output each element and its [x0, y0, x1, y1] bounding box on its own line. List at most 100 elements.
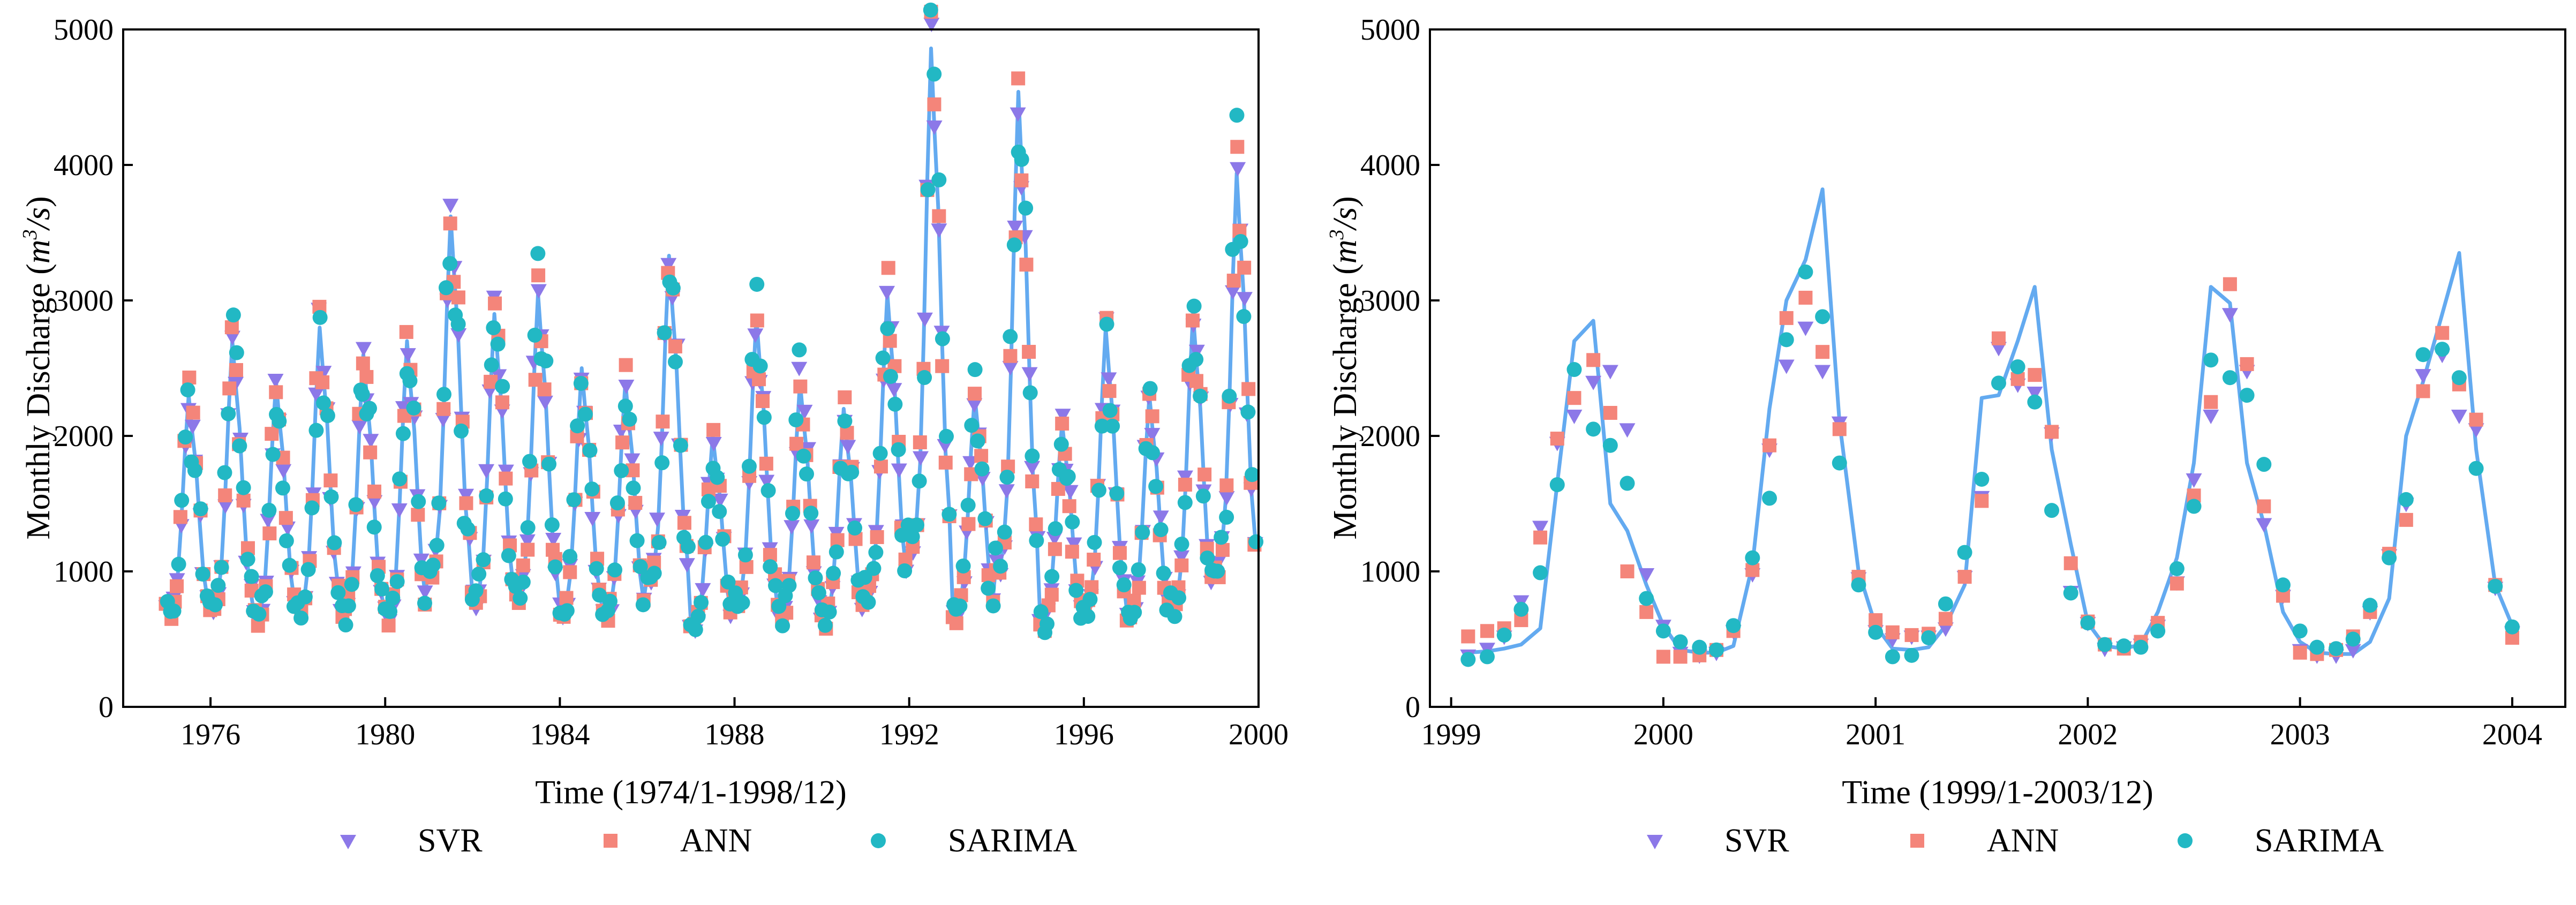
- panel-1-svr-point: [417, 585, 433, 600]
- panel-1-sarima-point: [429, 538, 445, 553]
- panel-2-svr-point: [1937, 622, 1954, 637]
- panel-2-ylabel-unit-sup: 3: [1325, 229, 1348, 240]
- panel-1-sarima-point: [1142, 381, 1158, 396]
- panel-1-svr-point: [519, 534, 536, 549]
- panel-1-svr-point: [966, 398, 983, 413]
- panel-1-x-tick-label: 1992: [879, 718, 939, 751]
- panel-2-ann-point: [2435, 326, 2450, 340]
- panel-2-ann-point: [1461, 629, 1475, 644]
- panel-2-sarima-point: [1655, 623, 1671, 639]
- panel-1-sarima-point: [217, 465, 232, 480]
- panel-2-sarima-point: [1851, 577, 1866, 593]
- panel-1-sarima-point: [520, 520, 536, 536]
- panel-2-sarima-point: [1460, 652, 1476, 667]
- panel-1-svr-point: [923, 18, 940, 33]
- panel-1-sarima-point: [584, 481, 600, 497]
- panel-1-svr-point: [458, 488, 474, 503]
- panel-1-sarima-point: [1200, 550, 1215, 566]
- panel-1-ann-point: [1197, 467, 1212, 482]
- panel-1-sarima-point: [1245, 467, 1260, 482]
- panel-1-sarima-point: [752, 358, 768, 374]
- panel-1-sarima-point: [1195, 488, 1211, 504]
- panel-1-svr-point: [803, 519, 820, 534]
- panel-2-sarima-point: [2133, 639, 2149, 655]
- panel-1-ann-point: [793, 379, 808, 394]
- panel-1-ann-point: [1112, 546, 1127, 560]
- panel-1-sarima-point: [389, 574, 405, 590]
- panel-1-sarima-point: [570, 418, 585, 434]
- panel-2-sarima-point: [2329, 641, 2344, 657]
- panel-2-legend-marker-svr: [1647, 835, 1663, 849]
- panel-1-sarima-point: [320, 408, 335, 424]
- panel-1-sarima-point: [935, 331, 950, 346]
- panel-1-svr-point: [435, 413, 451, 428]
- panel-1-ann-point: [1014, 173, 1029, 187]
- panel-1-sarima-point: [866, 561, 882, 576]
- panel-2-ann-point: [1975, 494, 1989, 508]
- panel-2-sarima-point: [2382, 550, 2397, 565]
- panel-1-sarima-point: [690, 608, 706, 624]
- panel-1-sarima-point: [1236, 309, 1252, 325]
- panel-1-svr-point: [758, 474, 775, 489]
- panel-1-svr-point: [660, 258, 677, 273]
- panel-1-legend-label-sarima: SARIMA: [948, 823, 1077, 859]
- panel-1-svr-point: [624, 453, 641, 468]
- panel-1-legend-marker-sarima: [871, 833, 886, 848]
- panel-1-ann-point: [1237, 260, 1252, 275]
- panel-1-sarima-point: [694, 595, 709, 610]
- panel-1-ann-point: [1048, 542, 1062, 556]
- panel-1-ann-point: [1003, 349, 1018, 363]
- panel-1-ann-point: [323, 473, 338, 488]
- panel-1-sarima-point: [214, 560, 229, 575]
- panel-1-ann-point: [262, 526, 277, 541]
- panel-2-legend-item-ann: ANN: [1910, 823, 2059, 859]
- panel-1-sarima-point: [803, 506, 819, 521]
- panel-1-svr-point: [916, 312, 933, 327]
- panel-1-ann-point: [873, 459, 888, 474]
- panel-1-ann-point: [759, 456, 773, 471]
- panel-2-sarima-point: [1549, 477, 1565, 493]
- panel-1-ann-point: [399, 325, 413, 339]
- panel-2-legend-label-svr: SVR: [1724, 823, 1789, 859]
- panel-2-svr-point: [2451, 410, 2467, 425]
- panel-1-svr-point: [478, 464, 495, 479]
- panel-1-sarima-point: [236, 480, 251, 495]
- panel-1-sarima-point: [180, 382, 195, 398]
- panel-1-sarima-point: [486, 320, 501, 336]
- panel-2-sarima-point: [2488, 578, 2503, 594]
- panel-1-sarima-point: [541, 456, 557, 472]
- panel-1-sarima-point: [654, 455, 670, 471]
- panel-1-sarima-point: [872, 446, 888, 461]
- panel-1-svr-point: [840, 440, 856, 455]
- panel-1-sarima-point: [688, 622, 703, 637]
- panel-1-sarima-point: [174, 493, 190, 508]
- panel-1-ann-point: [173, 510, 187, 524]
- panel-1-sarima-point: [763, 559, 778, 575]
- panel-2-ann-point: [1745, 563, 1760, 577]
- panel-1-sarima-point: [406, 400, 421, 416]
- panel-1-legend-label-ann: ANN: [680, 823, 752, 859]
- panel-2-marks: [1460, 187, 2520, 667]
- panel-1-ann-point: [750, 313, 764, 328]
- panel-1-sarima-point: [454, 423, 469, 439]
- panel-1-sarima-point: [1112, 560, 1127, 576]
- panel-2-y-tick-label: 4000: [1360, 149, 1420, 182]
- panel-1-svr-point: [545, 532, 562, 547]
- panel-1-sarima-point: [741, 458, 757, 474]
- panel-1-sarima-point: [626, 480, 641, 496]
- panel-1-svr-point: [695, 583, 711, 598]
- panel-1-sarima-point: [897, 563, 913, 578]
- panel-1-svr-point: [1007, 220, 1023, 235]
- panel-1-svr-point: [355, 342, 372, 357]
- panel-1-sarima-point: [1025, 448, 1040, 464]
- panel-1-ann-point: [1145, 409, 1159, 424]
- panel-1-sarima-point: [1102, 403, 1118, 418]
- panel-2-y-tick-label: 2000: [1360, 420, 1420, 453]
- panel-1-sarima-point: [622, 411, 637, 427]
- panel-1-ann-point: [459, 496, 473, 510]
- panel-1-ann-point: [706, 423, 721, 437]
- panel-2-ann-point: [1480, 624, 1494, 638]
- panel-1-svr-point: [1230, 162, 1246, 177]
- panel-1-sarima-point: [589, 561, 604, 576]
- panel-1-sarima-point: [355, 387, 370, 402]
